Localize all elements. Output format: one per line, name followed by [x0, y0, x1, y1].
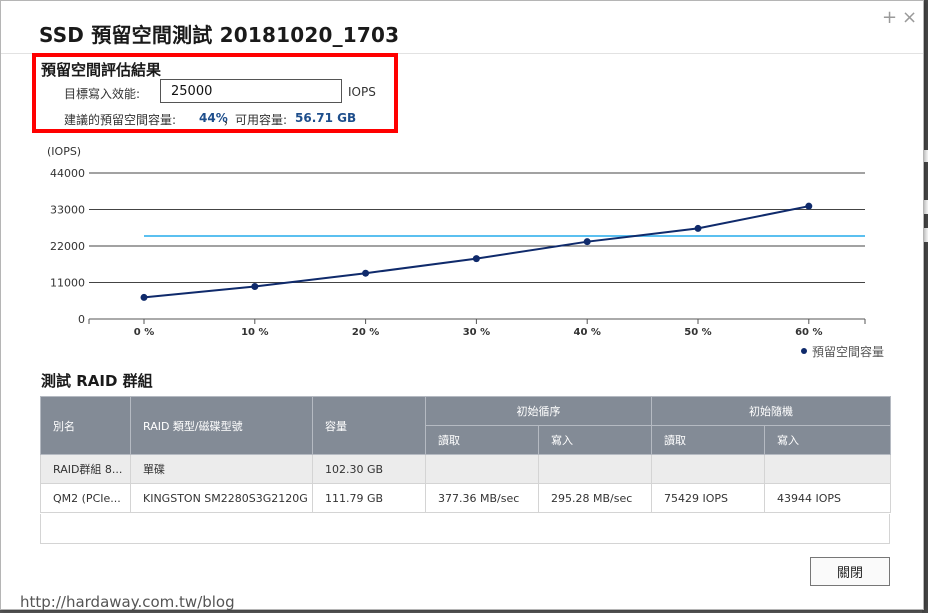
- target-iops-input[interactable]: [160, 79, 342, 103]
- suggest-label: 建議的預留空間容量:: [64, 113, 177, 127]
- highlight-frame: [32, 53, 398, 133]
- header-random: 初始隨機: [651, 396, 891, 426]
- background-block: [922, 228, 928, 242]
- chart-legend: 預留空間容量: [801, 343, 884, 360]
- y-tick-labels: 44000 33000 22000 11000 0: [50, 167, 85, 326]
- header-sequential: 初始循序: [425, 396, 652, 426]
- y-tick-label: 33000: [50, 204, 85, 217]
- cell-seq-read: [425, 454, 539, 484]
- background-block: [922, 200, 928, 214]
- cell-rand-read: [651, 454, 765, 484]
- y-tick-label: 44000: [50, 167, 85, 180]
- x-tick-label: 0 %: [134, 327, 154, 338]
- background-edge: [922, 0, 928, 613]
- data-point: [472, 255, 480, 263]
- cell-seq-write: 295.28 MB/sec: [538, 483, 652, 513]
- legend-marker: [801, 348, 807, 354]
- cell-seq-write: [538, 454, 652, 484]
- data-point: [251, 282, 259, 290]
- title-divider: [1, 53, 923, 54]
- header-rand-read: 讀取: [651, 425, 765, 455]
- close-icon[interactable]: ×: [902, 7, 918, 28]
- table-row[interactable]: QM2 (PCIe... KINGSTON SM2280S3G2120G 111…: [40, 483, 891, 513]
- x-tick-label: 30 %: [463, 327, 490, 338]
- raid-table: 別名 RAID 類型/磁碟型號 容量 初始循序 初始隨機 讀取 寫入 讀取 寫入…: [40, 396, 891, 513]
- target-unit-label: IOPS: [348, 85, 376, 99]
- iops-chart: (IOPS) 44000 33000 22000 11000 0 0 % 10 % 20 %…: [47, 145, 866, 338]
- cell-seq-read: 377.36 MB/sec: [425, 483, 539, 513]
- series-line: [143, 205, 809, 299]
- dialog-title: SSD 預留空間測試 20181020_1703: [39, 23, 400, 47]
- y-tick-label: 11000: [50, 277, 85, 290]
- y-tick-label: 0: [78, 313, 85, 326]
- suggest-value: 44%: [199, 111, 228, 125]
- header-rand-write: 寫入: [764, 425, 891, 455]
- header-capacity: 容量: [312, 396, 426, 455]
- raid-section-title: 測試 RAID 群組: [41, 372, 153, 390]
- series-points: [140, 202, 813, 301]
- cell-rand-write: 43944 IOPS: [764, 483, 891, 513]
- header-seq-read: 讀取: [425, 425, 539, 455]
- cell-capacity: 102.30 GB: [312, 454, 426, 484]
- watermark: http://hardaway.com.tw/blog: [20, 593, 235, 611]
- data-point: [694, 224, 702, 232]
- x-tick-labels: 0 % 10 % 20 % 30 % 40 % 50 % 60 %: [88, 319, 866, 338]
- background-block: [922, 150, 928, 162]
- data-point: [583, 238, 591, 246]
- cell-type: 單碟: [130, 454, 313, 484]
- x-tick-label: 20 %: [352, 327, 379, 338]
- table-row[interactable]: RAID群組 8... 單碟 102.30 GB: [40, 454, 891, 484]
- header-seq-write: 寫入: [538, 425, 652, 455]
- table-empty-area: [40, 514, 890, 544]
- y-axis-label: (IOPS): [47, 145, 81, 158]
- data-point: [805, 202, 813, 210]
- x-tick-label: 10 %: [241, 327, 268, 338]
- close-button[interactable]: 關閉: [810, 557, 890, 586]
- chart-grid: [89, 172, 865, 320]
- cell-type: KINGSTON SM2280S3G2120G: [130, 483, 313, 513]
- data-point: [362, 269, 370, 277]
- estimate-section-title: 預留空間評估結果: [41, 61, 162, 79]
- available-value: 56.71 GB: [295, 111, 357, 125]
- available-label: ，可用容量:: [223, 113, 288, 127]
- header-type: RAID 類型/磁碟型號: [130, 396, 313, 455]
- header-alias: 別名: [40, 396, 131, 455]
- y-tick-label: 22000: [50, 240, 85, 253]
- cell-alias: RAID群組 8...: [40, 454, 131, 484]
- cell-capacity: 111.79 GB: [312, 483, 426, 513]
- cell-rand-read: 75429 IOPS: [651, 483, 765, 513]
- x-tick-label: 60 %: [795, 327, 822, 338]
- x-tick-label: 40 %: [573, 327, 600, 338]
- target-write-label: 目標寫入效能:: [64, 87, 141, 101]
- legend-label: 預留空間容量: [812, 345, 885, 359]
- add-icon[interactable]: +: [882, 7, 898, 28]
- data-point: [140, 293, 148, 301]
- x-tick-label: 50 %: [684, 327, 711, 338]
- cell-rand-write: [764, 454, 891, 484]
- cell-alias: QM2 (PCIe...: [40, 483, 131, 513]
